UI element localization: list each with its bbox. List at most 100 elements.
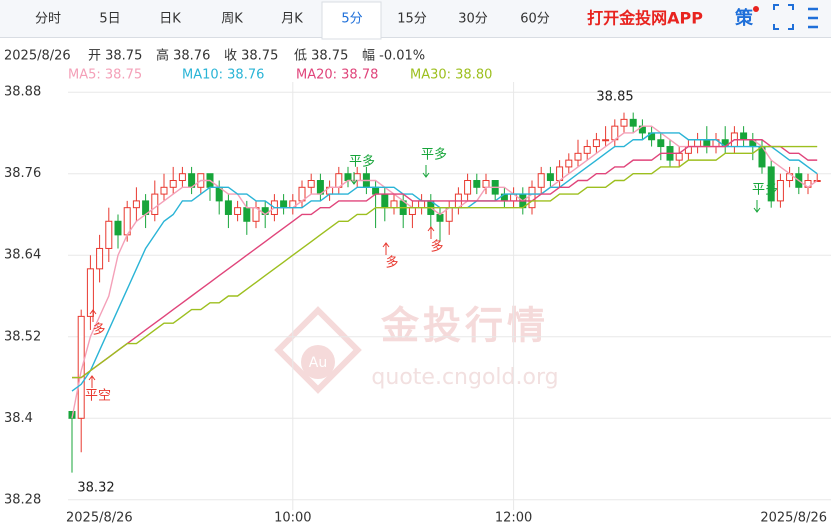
active-tab-box <box>321 1 382 40</box>
timeframe-tab[interactable]: 日K <box>159 12 181 27</box>
watermark-url: quote.cngold.org <box>371 365 558 390</box>
strategy-button[interactable]: 策 <box>735 7 754 29</box>
candle-body <box>132 200 140 209</box>
candle-body <box>418 200 426 209</box>
timeframe-tab[interactable]: 15分 <box>397 12 427 27</box>
tab-bar <box>0 0 831 38</box>
timeframe-tab[interactable]: 5分 <box>341 12 362 27</box>
candle-body <box>583 146 591 154</box>
legend-entry: MA30: 38.80 <box>410 68 492 83</box>
fullscreen-button[interactable] <box>773 4 794 30</box>
candle-body <box>767 166 775 202</box>
watermark: Au 金投行情 quote.cngold.org <box>274 304 559 394</box>
annotation: 平多 <box>349 154 375 170</box>
x-tick-label: 2025/8/26 <box>66 511 133 526</box>
candle-body <box>280 200 288 209</box>
candle-body <box>96 247 104 270</box>
legend-entry: MA5: 38.75 <box>68 68 142 83</box>
menu-button[interactable] <box>808 7 818 29</box>
candle-body <box>77 315 85 419</box>
candle-body <box>574 152 582 161</box>
candle-body <box>703 139 711 148</box>
timeframe-tab[interactable]: 分时 <box>35 12 61 27</box>
annotation: 平空 <box>85 389 111 404</box>
timeframe-tab[interactable]: 周K <box>221 12 243 27</box>
candle-body <box>482 180 490 188</box>
ma-line <box>71 132 818 392</box>
candle-body <box>160 186 168 195</box>
annotation: 多 <box>92 322 105 338</box>
candle-body <box>169 180 177 188</box>
y-tick-label: 38.64 <box>4 248 41 263</box>
candle-body <box>243 207 251 222</box>
annotation-arrow <box>753 200 761 213</box>
candle-body <box>381 193 389 209</box>
annotation-arrow <box>88 375 96 388</box>
quote-info: 收 38.75 <box>224 49 278 64</box>
ma-line <box>72 145 818 379</box>
candle-body <box>344 173 352 182</box>
candle-body <box>86 268 94 317</box>
annotation-arrow <box>89 309 97 322</box>
watermark-logo-coin <box>301 345 335 379</box>
candle-body <box>151 193 159 215</box>
y-tick-label: 38.52 <box>4 329 41 344</box>
timeframe-tab[interactable]: 月K <box>281 12 303 27</box>
candle-body <box>629 118 637 127</box>
x-tick-label: 12:00 <box>495 511 532 526</box>
annotation-arrow <box>350 172 358 185</box>
candle-body <box>390 200 398 209</box>
candle-body <box>105 220 113 249</box>
legend-entry: MA20: 38.78 <box>296 68 378 83</box>
candle-body <box>307 180 315 188</box>
quote-info: 2025/8/26 <box>4 49 71 64</box>
ma-line <box>72 139 818 379</box>
candle-body <box>546 173 554 182</box>
y-tick-label: 38.76 <box>4 166 41 181</box>
y-tick-label: 38.4 <box>4 411 33 426</box>
candle-body <box>353 173 361 182</box>
candle-body <box>178 173 186 182</box>
x-tick-label: 10:00 <box>274 511 311 526</box>
quote-info: 幅 -0.01% <box>362 49 425 64</box>
candle-body <box>528 186 536 209</box>
candle-body <box>234 207 242 215</box>
timeframe-tab[interactable]: 30分 <box>458 12 488 27</box>
candle-body <box>620 118 628 127</box>
annotation: 多 <box>385 255 398 271</box>
annotation: 38.85 <box>596 90 633 105</box>
candle-body <box>740 132 748 141</box>
watermark-title: 金投行情 <box>380 304 549 348</box>
candle-body <box>114 220 122 236</box>
quote-info: 开 38.75 <box>88 49 142 64</box>
annotation-arrow <box>427 226 435 239</box>
timeframe-tab[interactable]: 60分 <box>520 12 550 27</box>
brand-link[interactable]: 打开金投网APP <box>587 9 703 28</box>
watermark-logo: Au <box>309 355 327 371</box>
candle-body <box>473 180 481 188</box>
candle-body <box>565 159 573 168</box>
quote-info: 高 38.76 <box>156 48 210 64</box>
y-tick-label: 38.88 <box>4 85 41 100</box>
candle-body <box>436 213 444 222</box>
annotation-arrow <box>382 242 390 255</box>
candle-body <box>372 186 380 195</box>
timeframe-tab[interactable]: 5日 <box>99 12 120 27</box>
legend-entry: MA10: 38.76 <box>182 68 264 83</box>
y-tick-label: 38.28 <box>4 492 41 507</box>
candle-body <box>694 139 702 148</box>
candle-body <box>675 152 683 161</box>
annotation: 多 <box>430 239 443 255</box>
annotation: 38.32 <box>77 481 114 496</box>
candle-body <box>602 139 610 142</box>
candle-body <box>592 139 600 148</box>
notice-dot <box>753 6 759 12</box>
candle-body <box>657 139 665 148</box>
x-tick-label: 2025/8/26 <box>760 511 827 526</box>
candle-body <box>464 180 472 195</box>
candle-body <box>224 200 232 215</box>
watermark-logo-frame <box>274 306 362 394</box>
annotation: 平多 <box>752 182 778 198</box>
